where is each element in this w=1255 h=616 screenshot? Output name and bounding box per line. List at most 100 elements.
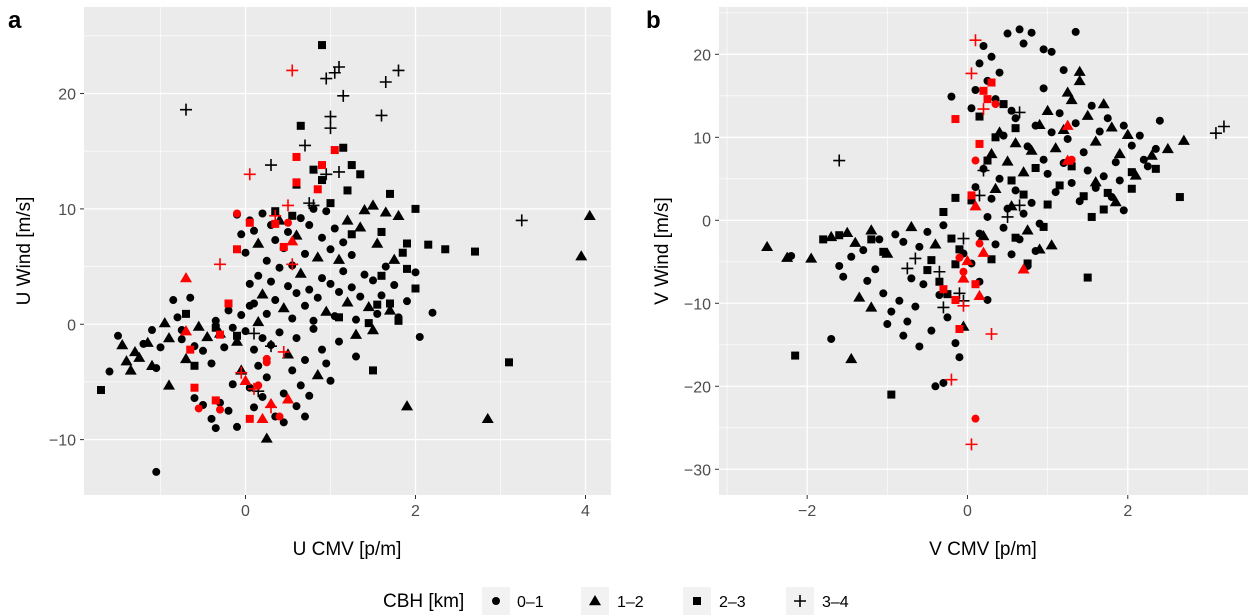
- point-plus: [320, 168, 333, 181]
- point-circle: [275, 328, 284, 337]
- point-square: [967, 191, 976, 200]
- point-triangle: [367, 324, 379, 335]
- point-circle: [1071, 119, 1080, 128]
- point-square: [216, 330, 224, 339]
- point-circle: [1087, 101, 1096, 110]
- point-square: [292, 152, 301, 161]
- point-circle: [305, 391, 314, 400]
- point-circle: [258, 209, 267, 218]
- point-square: [987, 78, 996, 87]
- point-square: [292, 178, 301, 187]
- point-square: [411, 204, 420, 213]
- panel-b-gridlines: [719, 7, 1248, 495]
- point-circle: [313, 293, 322, 302]
- point-plus: [937, 301, 950, 314]
- point-circle: [245, 279, 254, 288]
- x-tick-label: 2: [411, 503, 420, 520]
- point-circle: [1155, 116, 1164, 125]
- point-square: [1011, 124, 1020, 133]
- point-circle: [262, 373, 271, 382]
- point-square: [693, 597, 701, 605]
- point-circle: [943, 313, 952, 322]
- point-triangle: [290, 229, 303, 240]
- point-circle: [927, 326, 936, 335]
- point-triangle: [379, 206, 392, 217]
- point-circle: [305, 285, 314, 294]
- point-triangle: [761, 240, 774, 252]
- point-circle: [369, 276, 377, 285]
- point-triangle: [133, 351, 146, 362]
- legend-title: CBH [km]: [383, 591, 464, 612]
- point-square: [1103, 188, 1112, 197]
- point-circle: [156, 343, 165, 352]
- point-plus: [303, 197, 316, 210]
- point-triangle: [358, 204, 371, 215]
- point-circle: [326, 376, 335, 385]
- point-circle: [1047, 128, 1056, 137]
- point-triangle: [124, 364, 137, 375]
- point-plus: [375, 109, 388, 122]
- point-triangle: [1145, 149, 1158, 160]
- point-square: [377, 227, 386, 236]
- point-circle: [335, 287, 343, 296]
- panel-a-y-axis-title: U Wind [m/s]: [14, 197, 35, 306]
- point-triangle: [311, 369, 324, 380]
- legend-item-2-3: 2–3: [683, 587, 746, 615]
- point-triangle: [392, 209, 405, 221]
- point-circle: [326, 279, 335, 288]
- point-plus: [286, 64, 299, 77]
- point-circle: [390, 281, 399, 290]
- point-circle: [339, 267, 348, 276]
- point-plus: [180, 103, 192, 116]
- point-square: [186, 345, 195, 354]
- panel-b-y-axis-title: V Wind [m/s]: [652, 197, 673, 305]
- point-circle: [835, 261, 844, 270]
- point-triangle: [1177, 134, 1190, 145]
- point-triangle: [311, 251, 324, 262]
- point-circle: [258, 334, 267, 343]
- point-circle: [1011, 114, 1020, 123]
- point-triangle: [961, 254, 974, 266]
- point-circle: [1019, 39, 1028, 48]
- point-square: [939, 207, 948, 216]
- point-circle: [224, 406, 233, 415]
- point-circle: [262, 354, 271, 363]
- point-plus: [269, 209, 282, 222]
- point-square: [975, 139, 984, 148]
- panel-b-points: [761, 25, 1230, 451]
- point-circle: [847, 252, 856, 261]
- point-triangle: [256, 412, 269, 424]
- point-triangle: [1033, 243, 1046, 254]
- point-triangle: [388, 253, 401, 264]
- y-tick-label: −30: [684, 462, 711, 479]
- point-square: [471, 247, 479, 256]
- point-triangle: [805, 252, 818, 263]
- point-circle: [262, 256, 271, 265]
- point-triangle: [116, 339, 129, 350]
- point-triangle: [1025, 144, 1038, 155]
- point-circle: [250, 345, 258, 354]
- panel-b-y-ticks: −30 −20 −10 0 10 20: [684, 47, 719, 479]
- y-tick-label: −10: [49, 433, 76, 450]
- point-square: [879, 247, 888, 256]
- point-circle: [827, 334, 836, 343]
- point-circle: [326, 245, 335, 254]
- point-circle: [891, 230, 900, 239]
- point-circle: [228, 323, 237, 332]
- point-circle: [241, 327, 250, 336]
- point-plus: [977, 164, 990, 177]
- y-tick-label: 0: [702, 213, 711, 230]
- point-circle: [356, 292, 365, 301]
- point-circle: [1095, 127, 1104, 136]
- panel-b-x-ticks: −2 0 2: [798, 495, 1132, 520]
- point-circle: [955, 353, 964, 362]
- point-triangle: [1041, 104, 1054, 115]
- point-square: [1087, 212, 1096, 221]
- point-circle: [352, 352, 360, 361]
- point-triangle: [1001, 155, 1014, 166]
- point-circle: [381, 262, 390, 271]
- point-circle: [1027, 28, 1036, 37]
- point-circle: [939, 378, 948, 387]
- point-circle: [267, 277, 275, 286]
- point-circle: [288, 314, 297, 323]
